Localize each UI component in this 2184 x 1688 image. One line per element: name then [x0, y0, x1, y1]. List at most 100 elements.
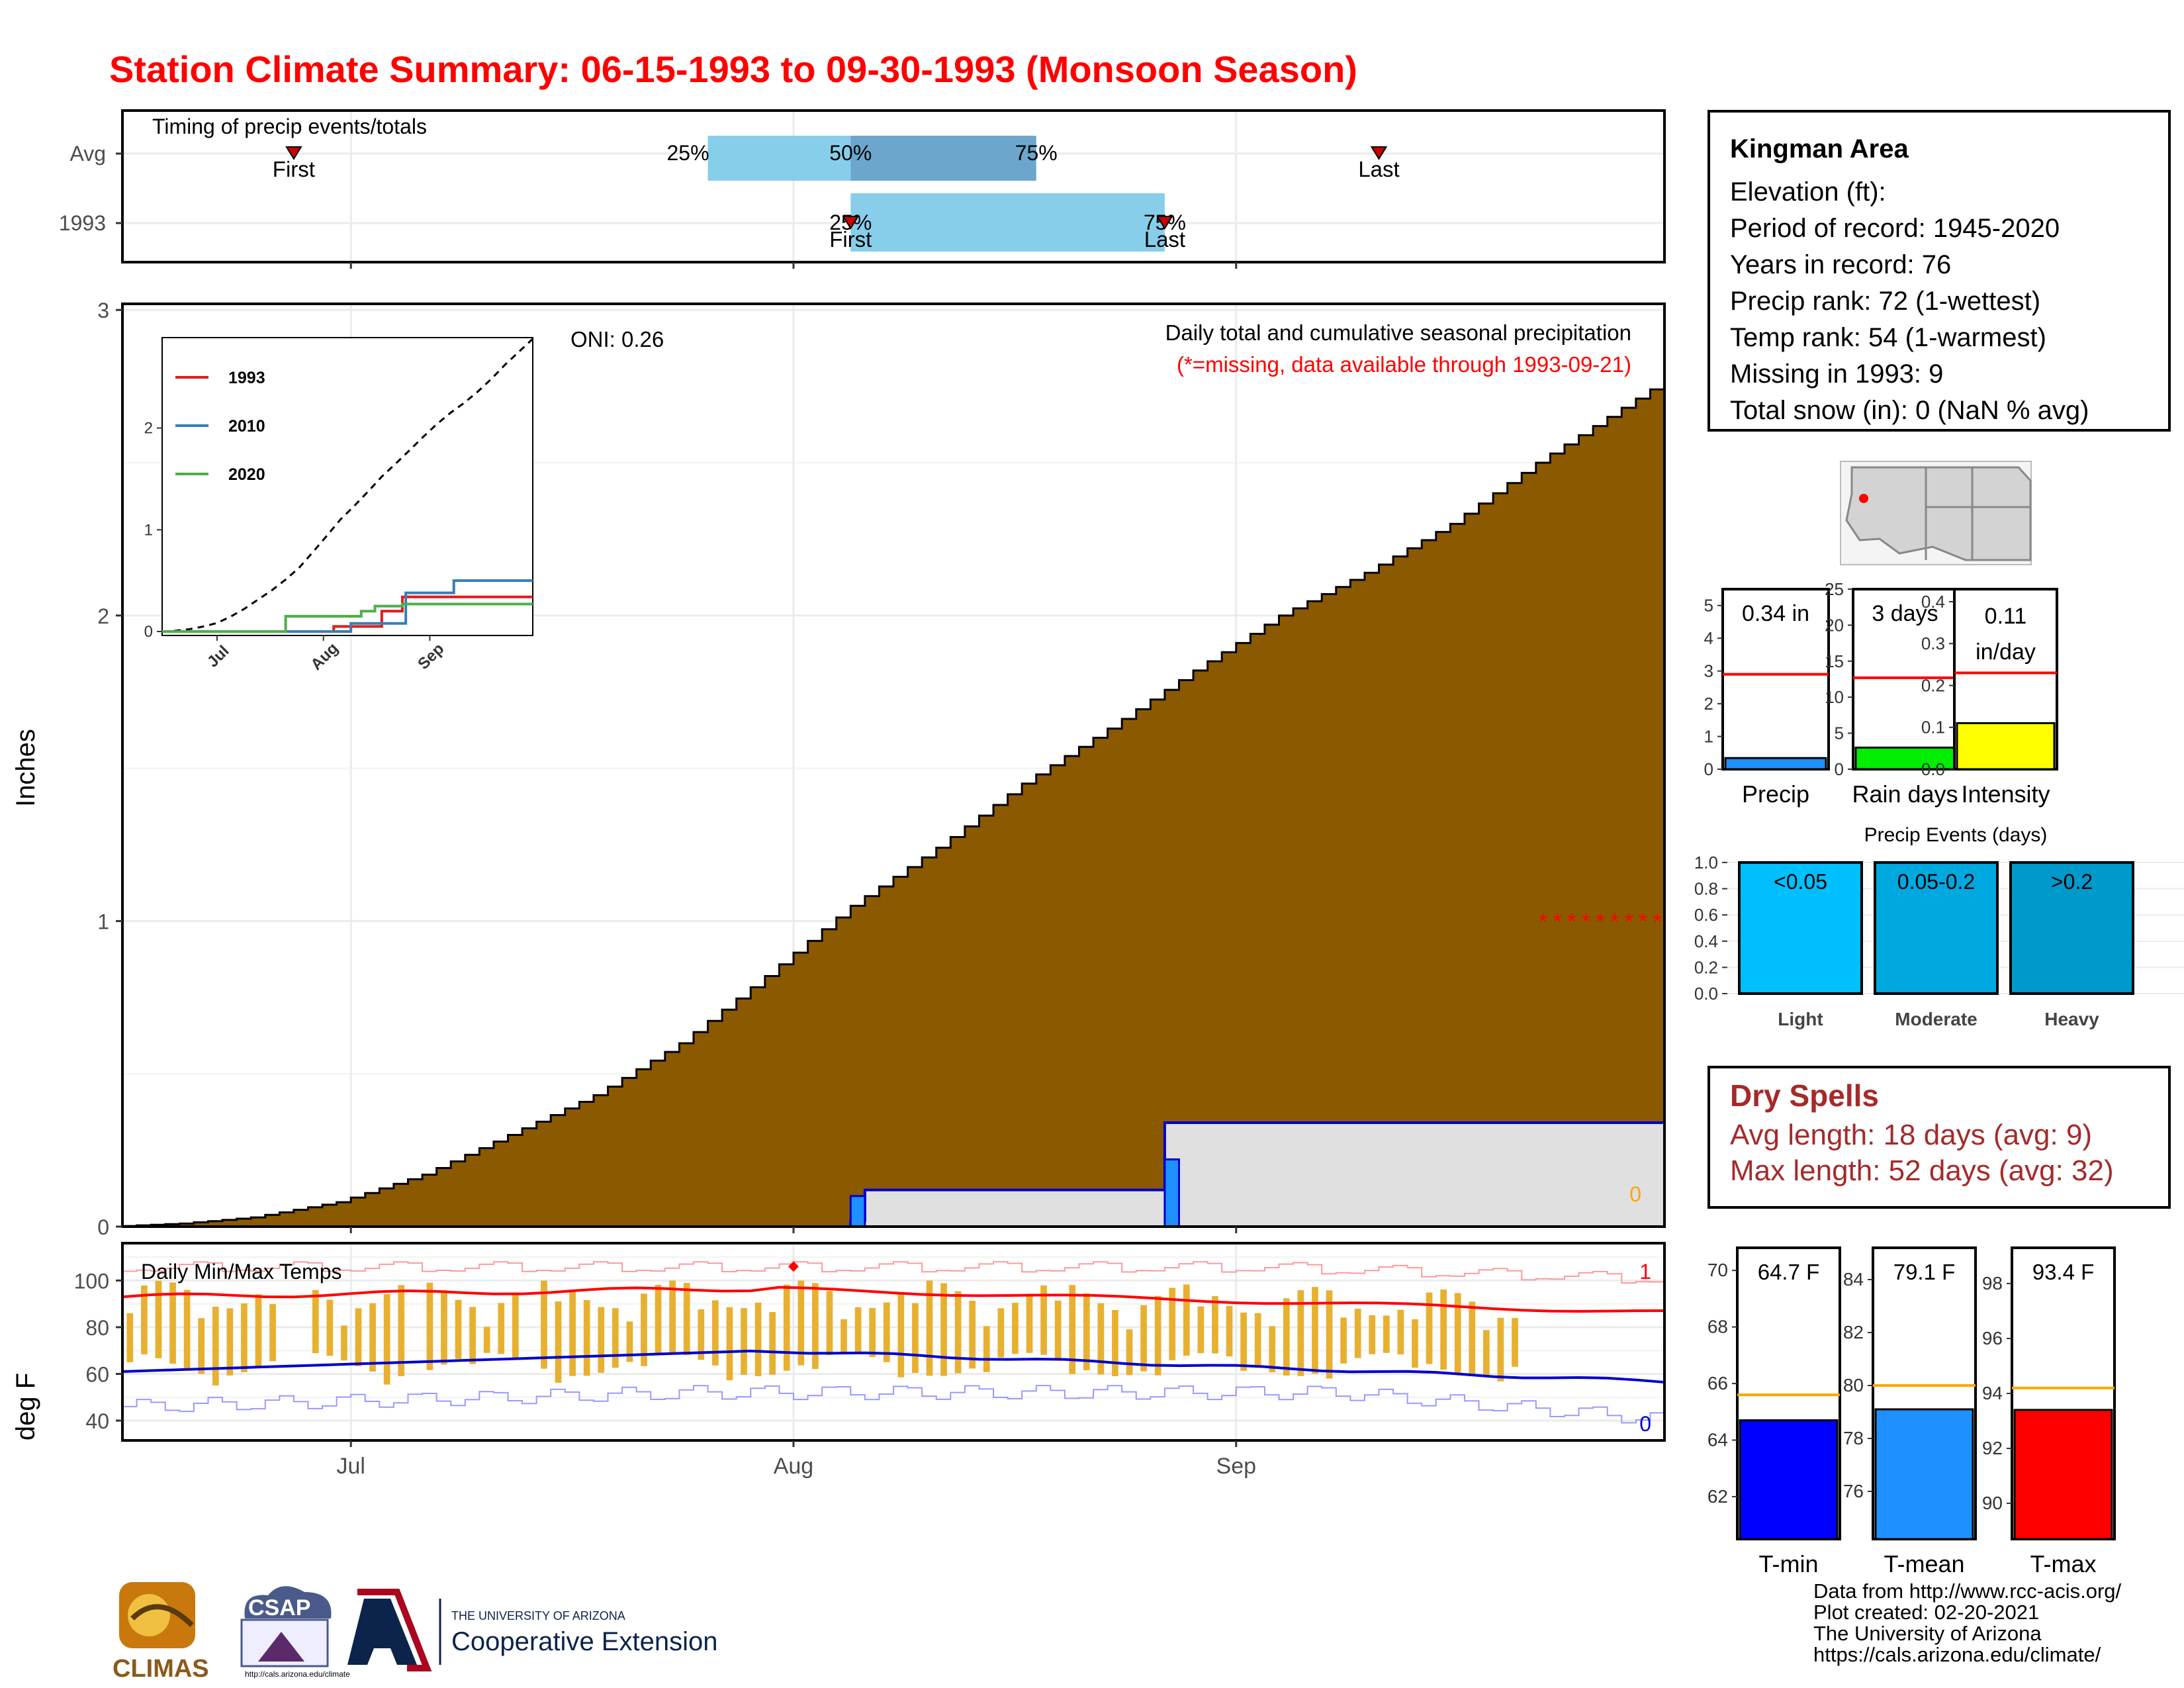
avg-q25-label: 25%: [667, 141, 709, 165]
temp-ylabel: deg F: [11, 1373, 40, 1440]
gauge-bar-t-max: [2013, 1409, 2113, 1540]
temp-bar: [741, 1308, 747, 1375]
gauge-tick-label: 70: [1707, 1260, 1728, 1280]
gauge-frame: [1721, 588, 1830, 771]
temp-bar: [1440, 1289, 1447, 1370]
station-precip-rank: Precip rank: 72 (1-wettest): [1730, 287, 2041, 316]
gauge-value-label: 79.1 F: [1893, 1260, 1956, 1284]
temp-bar: [940, 1283, 947, 1376]
gauge-value-label: in/day: [1976, 639, 2036, 665]
temp-corner-hi: 1: [1639, 1260, 1651, 1284]
inset-series-2010: [162, 579, 533, 633]
gauge-tick-label: 76: [1843, 1481, 1864, 1501]
timing-row-avg: Avg: [69, 142, 106, 165]
temp-xtick-label: Aug: [774, 1454, 814, 1479]
dry-spells-max: Max length: 52 days (avg: 32): [1730, 1154, 2114, 1187]
temp-bar: [341, 1325, 347, 1361]
gauge-tick-label: 2: [1704, 694, 1713, 714]
gauge-value-label: 93.4 F: [2032, 1260, 2095, 1284]
temp-bar: [698, 1309, 705, 1360]
gauge-tick-label: 0.3: [1921, 633, 1945, 653]
gauge-value-label: 64.7 F: [1758, 1260, 1820, 1284]
record-low-line: [122, 1385, 1664, 1424]
y1993-first-marker: [842, 216, 860, 230]
temp-bar: [983, 1326, 990, 1372]
temp-bar: [754, 1302, 762, 1377]
temp-bar: [969, 1300, 976, 1369]
event-bar-label: 0.05-0.2: [1897, 870, 1975, 894]
gauge-tick-label: 20: [1825, 615, 1844, 635]
daily-bar: [849, 1195, 866, 1228]
climas-logo: CLIMAS: [113, 1582, 209, 1683]
temp-bar: [555, 1301, 562, 1383]
gauge-bar-intensity: [1956, 722, 2056, 771]
inset-legend-label: 1993: [228, 369, 265, 387]
gauge-tick-label: 1: [1704, 727, 1713, 747]
temp-bar: [1254, 1313, 1261, 1368]
temp-bar: [1383, 1315, 1390, 1353]
temp-bar: [783, 1284, 790, 1371]
temp-panel: deg F 40 60 80 100 Jul Aug Sep Daily Min/Max T…: [11, 1242, 1666, 1479]
temp-ytick-label: 100: [74, 1269, 109, 1293]
temp-bar: [1112, 1309, 1118, 1376]
y1993-first-label: First: [829, 227, 872, 252]
inset-chart: 0 1 2 Jul Aug Sep 1993 2010 2020: [144, 337, 534, 674]
precip-ytick-label: 0: [97, 1215, 109, 1239]
events-tick-label: 0.0: [1694, 984, 1718, 1004]
inset-xtick-label: Jul: [204, 642, 233, 671]
temp-bar: [883, 1302, 890, 1362]
precip-note1: Daily total and cumulative seasonal prec…: [1165, 320, 1631, 345]
inset-avg-line: [161, 338, 534, 633]
avg-last-marker: [1370, 146, 1388, 160]
temp-bar: [369, 1303, 376, 1372]
gauge-name-label: T-min: [1759, 1550, 1819, 1575]
temp-bar: [1154, 1295, 1161, 1376]
gauge-bar-precip: [1724, 757, 1827, 771]
temp-bar: [1126, 1329, 1133, 1376]
gauge-tick-label: 92: [1982, 1438, 2003, 1458]
missing-markers: * * * * * * * * *: [1539, 909, 1662, 934]
temp-bar: [455, 1299, 462, 1359]
temp-bar: [255, 1294, 262, 1368]
gauge-bar-t-min: [1739, 1419, 1839, 1540]
event-bar-moderate: [1874, 861, 1999, 996]
station-name: Kingman Area: [1730, 134, 1909, 164]
temp-axes: 40 60 80 100 Jul Aug Sep: [74, 1269, 1256, 1479]
temp-bar: [1340, 1317, 1347, 1364]
gauge-tick-label: 0.1: [1921, 718, 1945, 737]
gauge-name-label: Intensity: [1961, 780, 2050, 808]
temp-bar: [126, 1313, 134, 1362]
temp-bar: [1097, 1303, 1105, 1375]
temp-bar: [1412, 1319, 1418, 1368]
temp-bar: [669, 1280, 676, 1353]
dry-spells: Dry Spells Avg length: 18 days (avg: 9) …: [1707, 1066, 2171, 1209]
temp-bar: [1269, 1326, 1276, 1373]
temp-bar: [1226, 1305, 1233, 1357]
temp-bar: [954, 1291, 962, 1374]
event-bar-label: <0.05: [1774, 870, 1827, 894]
temp-bar: [897, 1293, 905, 1378]
y1993-last-label: Last: [1144, 227, 1185, 252]
ua-big-text: Cooperative Extension: [451, 1627, 717, 1656]
temp-bar: [1140, 1305, 1147, 1372]
csap-text: CSAP: [248, 1595, 310, 1620]
events-tick-label: 1.0: [1694, 853, 1718, 872]
gauge-tick-label: 10: [1825, 687, 1844, 707]
temp-bar: [312, 1289, 319, 1354]
event-axis-label: Light: [1778, 1009, 1823, 1029]
temp-bar: [797, 1280, 805, 1366]
footer: Data from http://www.rcc-acis.org/ Plot …: [1813, 1581, 2121, 1665]
temp-bar: [926, 1280, 933, 1376]
temp-bar: [1326, 1290, 1333, 1379]
gauge-tick-label: 0: [1704, 759, 1713, 779]
temp-bar: [1169, 1288, 1176, 1360]
gauge-tick-label: 98: [1982, 1273, 2003, 1293]
missing-marker: *: [1582, 909, 1590, 934]
temp-bar: [483, 1327, 490, 1353]
gauge-value-label: 3 days: [1872, 601, 1938, 626]
gauge-value-label: 0.11: [1985, 604, 2027, 629]
precip-axes: 0 1 2 3: [97, 299, 1238, 1239]
state-outlines: [1845, 466, 2032, 561]
